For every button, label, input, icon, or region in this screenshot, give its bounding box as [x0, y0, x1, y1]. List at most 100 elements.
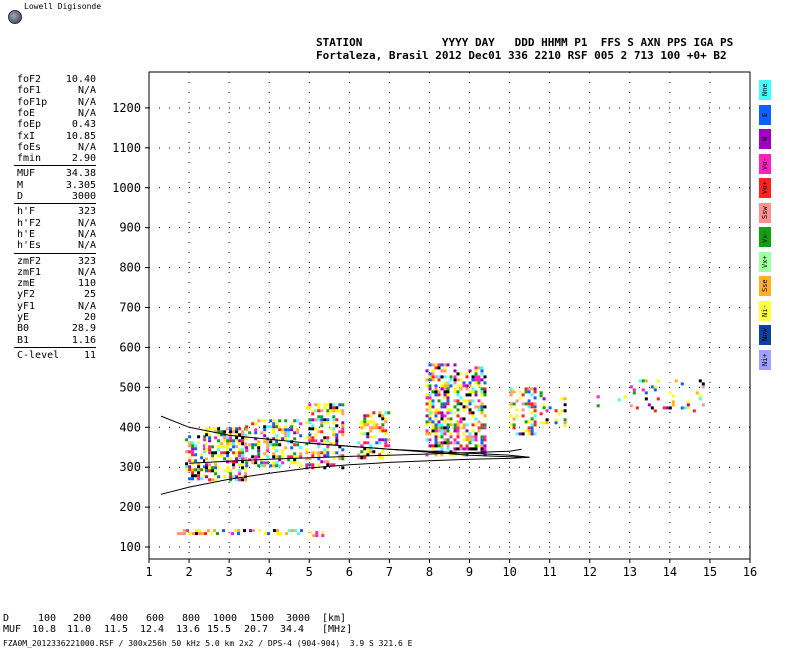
echo-pixel — [453, 438, 457, 442]
echo-pixel — [188, 477, 192, 481]
echo-pixel — [434, 393, 438, 397]
echo-pixel — [223, 454, 227, 458]
echo-pixel — [440, 402, 444, 406]
echo-pixel — [533, 423, 537, 427]
echo-pixel — [449, 384, 453, 388]
echo-pixel — [272, 425, 276, 429]
echo-pixel — [474, 447, 478, 451]
echo-pixel — [524, 420, 528, 424]
echo-pixel — [245, 425, 249, 429]
echo-pixel — [266, 461, 270, 465]
echo-pixel — [191, 450, 195, 454]
echo-pixel — [203, 438, 207, 442]
app-title: Lowell Digisonde — [24, 2, 102, 11]
echo-pixel — [238, 475, 242, 479]
echo-pixel — [692, 409, 696, 413]
echo-pixel — [434, 390, 438, 394]
echo-pixel — [431, 411, 435, 415]
echo-pixel — [378, 453, 382, 457]
echo-pixel — [314, 409, 318, 413]
echo-pixel — [235, 460, 239, 464]
echo-pixel — [440, 363, 444, 367]
echo-pixel — [311, 454, 315, 458]
echo-pixel — [533, 396, 537, 400]
param-label: foEp — [17, 119, 42, 131]
echo-pixel — [431, 372, 435, 376]
echo-pixel — [223, 469, 227, 473]
echo-pixel — [480, 405, 484, 409]
echo-pixel — [269, 419, 273, 423]
echo-pixel — [311, 436, 315, 440]
echo-pixel — [244, 478, 248, 482]
echo-pixel — [275, 437, 279, 441]
echo-pixel — [245, 446, 249, 450]
echo-pixel — [329, 430, 333, 434]
echo-pixel — [254, 464, 258, 468]
echo-pixel — [542, 403, 546, 407]
echo-pixel — [317, 430, 321, 434]
echo-pixel — [480, 402, 484, 406]
echo-pixel — [275, 434, 279, 438]
echo-pixel — [509, 414, 513, 418]
param-value: 3.305 — [65, 179, 96, 191]
echo-pixel — [281, 461, 285, 465]
echo-pixel — [480, 429, 484, 433]
echo-pixel — [443, 438, 447, 442]
echo-pixel — [263, 419, 267, 423]
echo-pixel — [323, 406, 327, 410]
echo-pixel — [443, 384, 447, 388]
echo-pixel — [480, 444, 484, 448]
echo-pixel — [198, 532, 201, 536]
echo-pixel — [477, 405, 481, 409]
echo-pixel — [305, 448, 309, 452]
echo-pixel — [465, 450, 469, 454]
echo-pixel — [563, 424, 567, 428]
echo-pixel — [369, 435, 373, 439]
echo-pixel — [437, 366, 441, 370]
echo-pixel — [278, 443, 282, 447]
echo-pixel — [272, 461, 276, 465]
param-label: zmE — [17, 278, 36, 290]
echo-pixel — [524, 387, 528, 391]
echo-pixel — [275, 440, 279, 444]
echo-pixel — [465, 444, 469, 448]
param-label: MUF — [17, 168, 36, 180]
echo-pixel — [326, 463, 330, 467]
echo-pixel — [341, 409, 345, 413]
echo-pixel — [191, 468, 195, 472]
echo-pixel — [428, 372, 432, 376]
echo-pixel — [194, 444, 198, 448]
x-tick-label: 8 — [426, 565, 433, 579]
echo-pixel — [366, 447, 370, 451]
echo-pixel — [617, 398, 621, 402]
echo-pixel — [235, 448, 239, 452]
echo-pixel — [276, 529, 279, 533]
echo-pixel — [563, 403, 567, 407]
echo-pixel — [305, 466, 309, 470]
echo-pixel — [509, 399, 513, 403]
echo-pixel — [425, 402, 429, 406]
echo-pixel — [214, 463, 218, 467]
y-tick-label: 200 — [119, 500, 141, 514]
echo-pixel — [521, 393, 525, 397]
echo-pixel — [229, 433, 233, 437]
echo-pixel — [668, 406, 672, 410]
echo-pixel — [244, 457, 248, 461]
echo-pixel — [428, 378, 432, 382]
echo-pixel — [217, 448, 221, 452]
echo-pixel — [557, 412, 561, 416]
echo-pixel — [366, 453, 370, 457]
echo-pixel — [483, 381, 487, 385]
param-value: N/A — [77, 240, 96, 252]
globe-icon — [8, 10, 22, 24]
echo-pixel — [468, 441, 472, 445]
echo-pixel — [299, 446, 303, 450]
echo-pixel — [245, 449, 249, 453]
echo-pixel — [518, 414, 522, 418]
echo-pixel — [326, 451, 330, 455]
echo-pixel — [521, 432, 525, 436]
echo-pixel — [360, 423, 364, 427]
echo-pixel — [188, 444, 192, 448]
echo-pixel — [329, 439, 333, 443]
echo-pixel — [257, 440, 261, 444]
